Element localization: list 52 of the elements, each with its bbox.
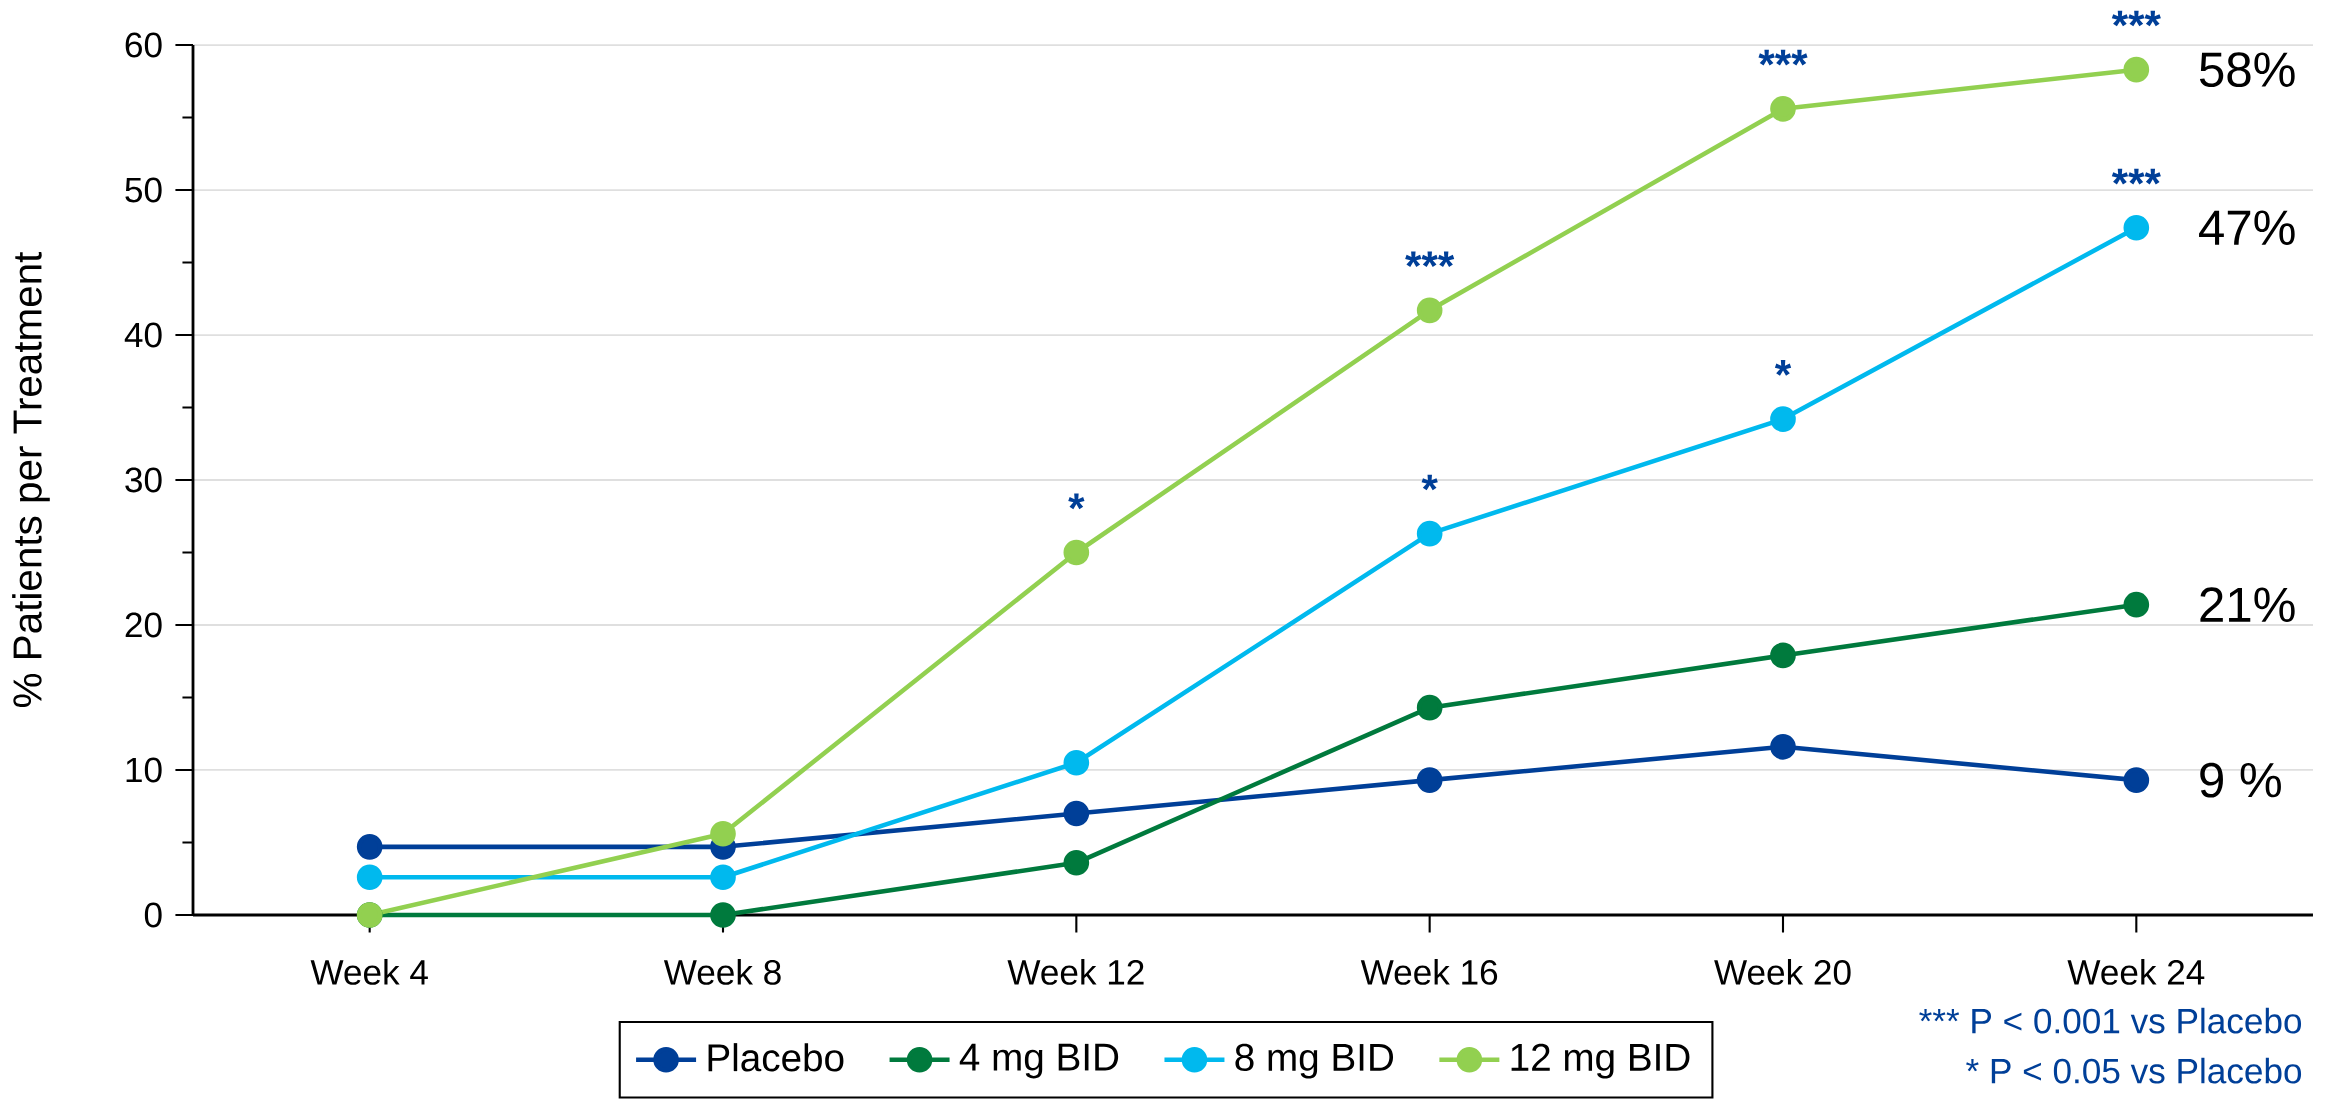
point bbox=[2123, 56, 2150, 83]
annotation: *** bbox=[2111, 10, 2161, 27]
point bbox=[710, 864, 736, 891]
text: * P < 0.05 vs Placebo bbox=[1966, 1057, 2302, 1084]
data-label: 21% bbox=[2200, 587, 2295, 623]
data-label: 9 % bbox=[2200, 762, 2281, 798]
y-tick-label: 0 bbox=[144, 902, 162, 928]
point bbox=[356, 834, 383, 860]
y-tick-label: 40 bbox=[124, 322, 162, 348]
point bbox=[1416, 694, 1443, 721]
data-label: 58% bbox=[2199, 52, 2295, 88]
y-axis-title: % Patients per Treatment bbox=[12, 251, 50, 707]
annotation: * bbox=[1421, 474, 1438, 491]
x-tick-label: Week 12 bbox=[1007, 959, 1144, 985]
point bbox=[1770, 95, 1796, 122]
x-tick-label: Week 4 bbox=[310, 959, 428, 985]
x-tick-label: Week 8 bbox=[663, 959, 781, 985]
point bbox=[1770, 642, 1796, 669]
point bbox=[1416, 297, 1443, 324]
y-tick-label: 60 bbox=[125, 32, 162, 58]
point bbox=[1416, 767, 1443, 793]
y-tick-label: 10 bbox=[126, 757, 162, 783]
x-tick-label: Week 24 bbox=[2067, 959, 2205, 985]
point bbox=[1063, 849, 1090, 876]
annotation: *** bbox=[2111, 168, 2161, 185]
annotation: * bbox=[1774, 360, 1792, 376]
point bbox=[2123, 591, 2150, 618]
x-tick-label: Week 20 bbox=[1714, 959, 1851, 985]
annotation: * bbox=[1068, 493, 1085, 510]
legend-label: 4 mg BID bbox=[959, 1043, 1119, 1079]
point bbox=[710, 902, 736, 928]
point bbox=[2123, 767, 2150, 793]
point bbox=[1063, 749, 1090, 776]
point bbox=[356, 864, 383, 891]
legend-label: 12 mg BID bbox=[1511, 1043, 1690, 1079]
point bbox=[2123, 214, 2150, 241]
point bbox=[1063, 539, 1090, 566]
point bbox=[1063, 800, 1090, 827]
annotation: *** bbox=[1758, 49, 1808, 66]
legend-label: Placebo bbox=[708, 1043, 844, 1072]
text: *** P < 0.001 vs Placebo bbox=[1919, 1007, 2302, 1034]
y-tick-label: 50 bbox=[125, 177, 162, 203]
annotation: *** bbox=[1405, 251, 1455, 268]
y-tick-label: 20 bbox=[125, 612, 162, 638]
y-tick-label: 30 bbox=[125, 467, 162, 493]
x-tick-label: Week 16 bbox=[1360, 959, 1498, 985]
data-label: 47% bbox=[2199, 210, 2295, 245]
point bbox=[710, 820, 736, 847]
point bbox=[1770, 406, 1796, 432]
point bbox=[1416, 520, 1443, 547]
point bbox=[1770, 733, 1796, 760]
legend-label: 8 mg BID bbox=[1235, 1043, 1394, 1079]
